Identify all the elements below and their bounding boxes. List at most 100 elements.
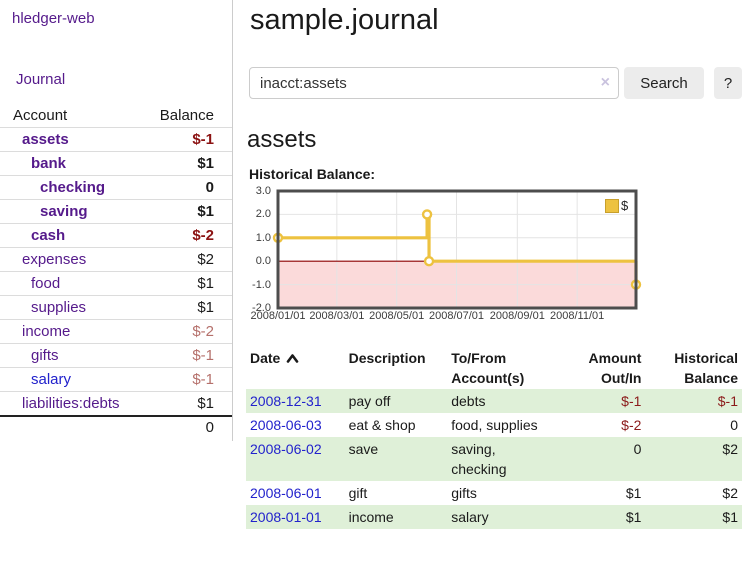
nav-journal-link[interactable]: Journal (16, 71, 66, 88)
register-header-description: Description (348, 350, 426, 366)
account-link-gifts[interactable]: gifts (31, 347, 59, 364)
account-link-assets[interactable]: assets (22, 131, 69, 148)
y-axis-tick-label: -1.0 (252, 278, 271, 291)
y-axis-tick-label: 1.0 (255, 231, 271, 244)
register-header-accounts: To/From Account(s) (451, 350, 525, 386)
account-link-bank[interactable]: bank (31, 155, 67, 172)
account-link-salary[interactable]: salary (31, 371, 72, 388)
accounts-total-value: 0 (144, 415, 232, 438)
transaction-date-link[interactable]: 2008-06-01 (250, 485, 322, 501)
x-axis-tick-label: 2008/09/01 (489, 310, 545, 322)
transaction-accounts: debts (451, 393, 486, 409)
account-row-supplies: supplies $1 (0, 295, 232, 320)
y-axis-tick-label: 2.0 (255, 208, 271, 221)
account-link-food[interactable]: food (31, 275, 61, 292)
account-row-income: income $-2 (0, 319, 232, 344)
help-button[interactable]: ? (714, 67, 742, 99)
balance-column-header: Balance (144, 104, 232, 128)
transaction-date-link[interactable]: 2008-12-31 (250, 393, 322, 409)
account-heading: assets (247, 126, 317, 153)
accounts-total-row: 0 (0, 415, 232, 438)
transaction-description: save (348, 441, 379, 457)
transaction-accounts: gifts (451, 485, 477, 501)
x-axis-tick-label: 2008/01/01 (250, 310, 306, 322)
transaction-balance: $-1 (717, 393, 738, 409)
register-header-date[interactable]: Date (246, 347, 345, 389)
accounts-column-header: Account (0, 104, 145, 128)
x-axis-tick-label: 2008/11/01 (550, 310, 605, 322)
search-input[interactable] (249, 67, 619, 99)
search-bar: × Search ? (249, 67, 742, 99)
account-row-liabilities-debts: liabilities:debts $1 (0, 391, 232, 417)
account-link-saving[interactable]: saving (40, 203, 88, 220)
sidebar: hledger-web Journal Account Balance asse… (0, 0, 233, 441)
main-content: sample.journal × Search ? assets Histori… (246, 0, 742, 529)
x-axis-tick-label: 2008/03/01 (309, 310, 365, 322)
y-axis-tick-label: 0.0 (255, 255, 271, 268)
account-balance: $-1 (144, 343, 232, 368)
register-row: 2008-06-03 eat & shop food, supplies $-2… (246, 413, 742, 437)
account-link-supplies[interactable]: supplies (31, 299, 87, 316)
account-row-saving: saving $1 (0, 199, 232, 224)
x-axis-tick-label: 2008/07/01 (428, 310, 485, 322)
account-link-income[interactable]: income (22, 323, 71, 340)
account-balance: $1 (144, 391, 232, 417)
register-header-row: Date Description To/From Account(s) Amou… (246, 347, 742, 389)
transaction-accounts: salary (451, 509, 489, 525)
transaction-balance: 0 (730, 417, 738, 433)
app-brand-link[interactable]: hledger-web (12, 10, 95, 27)
sort-ascending-icon (286, 348, 299, 368)
account-row-gifts: gifts $-1 (0, 343, 232, 368)
register-header-balance: Historical Balance (674, 350, 738, 386)
account-row-cash: cash $-2 (0, 223, 232, 248)
account-balance: $1 (144, 295, 232, 320)
transaction-amount: $-1 (621, 393, 642, 409)
register-header-amount: Amount Out/In (588, 350, 642, 386)
account-balance: $1 (144, 271, 232, 296)
account-balance: 0 (144, 175, 232, 200)
y-axis-tick-label: 3.0 (255, 185, 271, 197)
register-row: 2008-06-02 save saving, checking 0 $2 (246, 437, 742, 481)
accounts-header-row: Account Balance (0, 104, 232, 128)
transaction-balance: $2 (722, 441, 738, 457)
account-row-salary: salary $-1 (0, 367, 232, 392)
account-balance: $-2 (144, 319, 232, 344)
account-balance: $-2 (144, 223, 232, 248)
account-balance: $-1 (144, 367, 232, 392)
transaction-description: gift (348, 485, 368, 501)
account-link-cash[interactable]: cash (31, 227, 66, 244)
chart-title: Historical Balance: (249, 166, 376, 182)
account-link-checking[interactable]: checking (40, 179, 106, 196)
account-row-assets: assets $-1 (0, 127, 232, 152)
accounts-table: Account Balance assets $-1 bank $1 checkin… (0, 104, 232, 438)
x-axis-tick-label: 2008/05/01 (369, 310, 425, 322)
transaction-description: pay off (348, 393, 391, 409)
account-link-expenses[interactable]: expenses (22, 251, 87, 268)
balance-chart[interactable]: $ 3.0 2.0 1.0 0.0 -1.0 -2.0 2008/01/01 2008/03/… (249, 185, 689, 326)
account-link-liabilities-debts[interactable]: liabilities:debts (22, 395, 120, 412)
transaction-date-link[interactable]: 2008-06-02 (250, 441, 322, 457)
transaction-date-link[interactable]: 2008-06-03 (250, 417, 322, 433)
account-balance: $1 (144, 199, 232, 224)
transaction-amount: 0 (633, 441, 642, 457)
chart-legend: $ (605, 198, 628, 213)
register-table: Date Description To/From Account(s) Amou… (246, 347, 742, 529)
clear-search-icon[interactable]: × (600, 74, 610, 91)
transaction-amount: $1 (625, 485, 642, 501)
account-row-checking: checking 0 (0, 175, 232, 200)
transaction-amount: $-2 (621, 417, 642, 433)
transaction-balance: $2 (722, 485, 738, 501)
account-balance: $-1 (144, 127, 232, 152)
page-title: sample.journal (250, 4, 439, 36)
register-row: 2008-01-01 income salary $1 $1 (246, 505, 742, 529)
transaction-accounts: saving, checking (451, 441, 507, 477)
chart-canvas (272, 189, 642, 310)
account-balance: $1 (144, 151, 232, 176)
transaction-accounts: food, supplies (451, 417, 538, 433)
transaction-description: eat & shop (348, 417, 416, 433)
account-balance: $2 (144, 247, 232, 272)
transaction-date-link[interactable]: 2008-01-01 (250, 509, 322, 525)
register-row: 2008-12-31 pay off debts $-1 $-1 (246, 389, 742, 413)
search-button[interactable]: Search (624, 67, 704, 99)
